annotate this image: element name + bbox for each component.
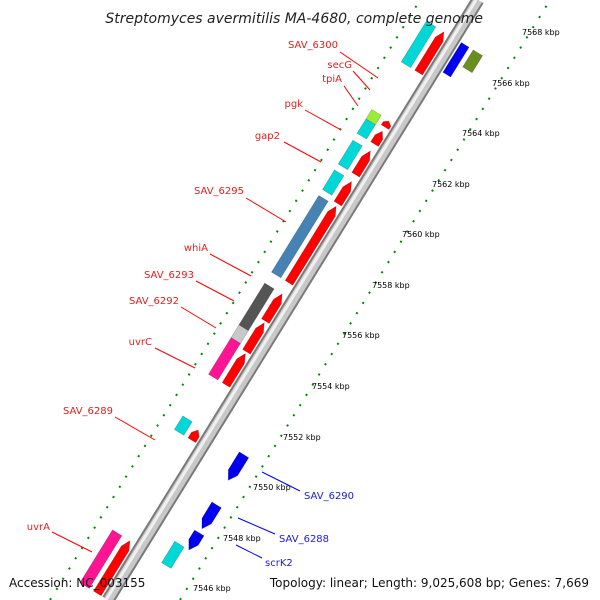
gene-feature [238,282,275,332]
gene-feature [365,109,382,126]
cds-arrow [261,293,283,324]
gene-label: pgk [285,99,304,110]
cds-arrow [414,31,445,76]
cds-arrow [93,540,131,597]
ruler: 7546 kbp 7548 kbp 7550 kbp 7552 kbp 7554 kbp… [193,28,560,593]
gene-label: gap2 [255,131,280,142]
label-leader-line [352,70,371,91]
gene-feature [161,540,185,569]
gene-feature [337,139,363,171]
gene-feature [462,49,484,74]
label-leader-line [245,197,287,223]
gene-label: secG [327,60,352,71]
ruler-tick-label: 7560 kbp [402,230,440,239]
cds-arrow [284,205,337,286]
gene-label: SAV_6289 [63,406,113,417]
gene-label: SAV_6290 [304,491,354,502]
ruler-tick-label: 7552 kbp [283,433,321,442]
gene-label: whiA [184,243,208,254]
gene-feature [322,169,345,196]
label-leader-line [195,280,235,302]
cds-arrow [227,451,250,481]
ruler-tick-label: 7568 kbp [522,28,560,37]
ruler-tick-label: 7546 kbp [193,584,231,593]
label-leader-line [154,347,196,369]
cds-arrow [242,322,265,355]
label-leader-line [51,531,93,553]
cds-arrow [201,501,222,530]
label-leader-line [180,306,217,329]
ruler-tick-label: 7558 kbp [372,281,410,290]
ruler-line [179,0,551,600]
cds-arrow [351,150,371,178]
gene-label: SAV_6288 [279,534,329,545]
gene-label: uvrC [129,337,152,348]
label-leader-line [343,85,359,107]
cds-arrow [370,130,384,147]
ruler-tick-label: 7548 kbp [223,534,261,543]
label-leader-line [339,51,379,79]
label-leader-line [261,471,301,492]
ruler-tick-label: 7556 kbp [342,331,380,340]
label-leader-line [237,517,276,535]
ruler-tick-label: 7562 kbp [432,180,470,189]
gene-labels: SAV_6300 secG tpiA pgk gap2 SAV_6295 whiA SAV_6… [27,40,379,569]
genome-summary-text: Topology: linear; Length: 9,025,608 bp; … [269,576,589,590]
gene-label: uvrA [27,522,50,533]
label-leader-line [283,141,322,163]
ruler-tick-label: 7554 kbp [312,382,350,391]
cds-arrow [221,352,246,388]
label-leader-line [114,416,156,441]
ruler-tick-label: 7550 kbp [253,483,291,492]
label-leader-line [235,544,263,559]
gene-feature [400,20,437,69]
ruler-tick-label: 7564 kbp [462,129,500,138]
gene-label: SAV_6295 [194,186,244,197]
forward-guide-line [49,0,421,600]
genome-title: Streptomyces avermitilis MA-4680, comple… [105,11,483,27]
ruler-tick-label: 7566 kbp [492,79,530,88]
label-leader-line [304,109,342,131]
gene-feature [442,42,470,78]
gene-label: scrK2 [265,558,293,569]
gene-feature [173,415,193,436]
cds-arrow [380,120,392,130]
gene-label: SAV_6293 [144,270,194,281]
cds-arrow [188,529,205,551]
label-leader-line [209,253,252,277]
gene-feature [79,529,123,589]
cds-arrow [187,429,200,444]
accession-text: Accession: NC_003155 [9,576,145,590]
genome-backbone [102,0,484,600]
cds-arrow [333,181,352,207]
gene-label: SAV_6300 [288,40,338,51]
gene-label: tpiA [322,74,342,85]
gene-feature [271,195,329,279]
feature-layer [79,20,484,597]
gene-label: SAV_6292 [129,296,179,307]
